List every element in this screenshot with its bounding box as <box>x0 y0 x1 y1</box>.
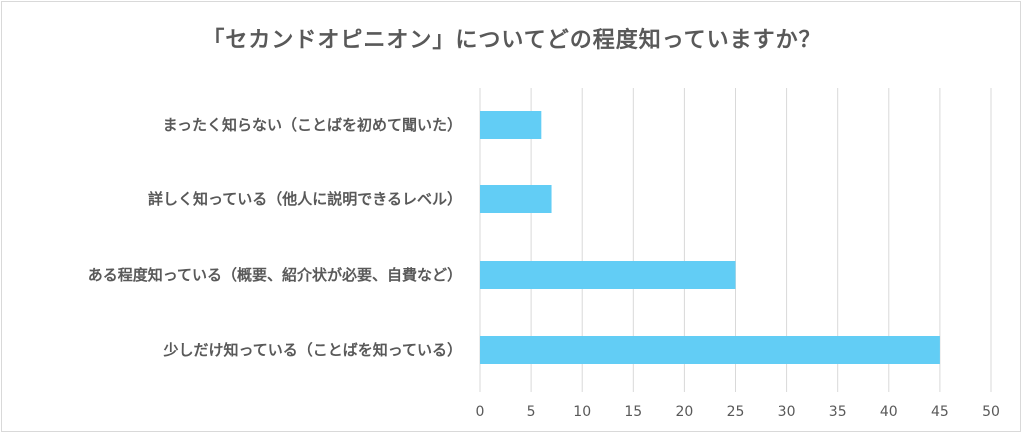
x-tick-label: 40 <box>880 404 898 420</box>
category-label: 詳しく知っている（他人に説明できるレベル） <box>148 190 462 208</box>
bar <box>480 111 542 139</box>
x-tick-label: 35 <box>829 404 847 420</box>
x-tick-label: 15 <box>624 404 642 420</box>
bars <box>480 111 940 364</box>
x-tick-labels: 0 5 10 15 20 25 30 35 40 45 50 <box>476 404 1000 420</box>
x-tick-label: 0 <box>476 404 485 420</box>
x-tick-label: 25 <box>727 404 745 420</box>
x-tick-label: 5 <box>527 404 536 420</box>
bar <box>480 336 940 364</box>
category-label: ある程度知っている（概要、紹介状が必要、自費など） <box>88 266 462 284</box>
x-tick-label: 20 <box>675 404 693 420</box>
chart-title: 「セカンドオピニオン」についてどの程度知っていますか？ <box>202 28 822 53</box>
category-label: 少しだけ知っている（ことばを知っている） <box>162 341 462 359</box>
x-tick-label: 10 <box>573 404 591 420</box>
x-tick-label: 45 <box>931 404 949 420</box>
bar <box>480 261 736 289</box>
x-tick-label: 50 <box>982 404 1000 420</box>
x-tick-label: 30 <box>778 404 796 420</box>
category-label: まったく知らない（ことばを初めて聞いた） <box>163 116 462 134</box>
bar <box>480 185 552 213</box>
category-labels: まったく知らない（ことばを初めて聞いた） 詳しく知っている（他人に説明できるレベル… <box>88 116 462 359</box>
